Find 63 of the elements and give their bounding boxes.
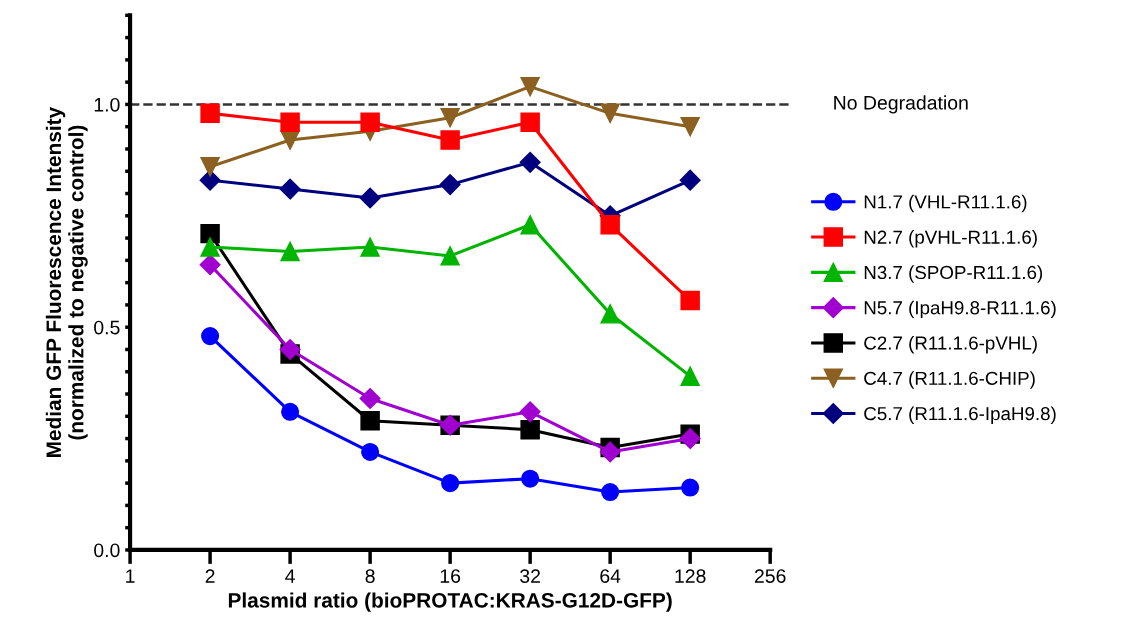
- point: [200, 157, 220, 177]
- point: [279, 178, 301, 200]
- point: [440, 246, 460, 266]
- point: [679, 169, 701, 191]
- point: [520, 112, 540, 132]
- point: [600, 304, 620, 324]
- legend-label: N3.7 (SPOP-R11.1.6): [864, 265, 1043, 283]
- point: [201, 327, 220, 346]
- x-tick-label: 4: [285, 569, 295, 583]
- point: [679, 428, 701, 450]
- x-axis-title: Plasmid ratio (bioPROTAC:KRAS-G12D-GFP): [228, 592, 672, 612]
- legend-label: C5.7 (R11.1.6-IpaH9.8): [864, 406, 1056, 424]
- point: [360, 237, 380, 257]
- point: [680, 366, 700, 386]
- point: [279, 338, 301, 360]
- point: [599, 441, 621, 463]
- point: [360, 112, 380, 132]
- point: [280, 112, 300, 132]
- point: [681, 478, 700, 497]
- point: [680, 116, 700, 137]
- legend-label: C4.7 (R11.1.6-CHIP): [864, 371, 1035, 389]
- y-tick-label: 0.0: [94, 543, 120, 558]
- legend-label: C2.7 (R11.1.6-pVHL): [864, 335, 1037, 354]
- point: [200, 103, 220, 124]
- y-tick-label: 1.0: [94, 97, 120, 112]
- x-tick-label: 32: [520, 569, 540, 583]
- point: [439, 174, 461, 196]
- legend-label: N5.7 (IpaH9.8-R11.1.6): [864, 300, 1056, 319]
- point: [520, 419, 540, 440]
- y-axis-title: Median GFP Fluorescence Intensity (normalized to negative control): [45, 106, 88, 458]
- point: [440, 108, 460, 128]
- point: [600, 103, 620, 124]
- point: [680, 290, 700, 311]
- y-tick-label: 0.5: [94, 320, 120, 335]
- point: [600, 214, 620, 235]
- point: [520, 214, 540, 235]
- point: [281, 402, 300, 421]
- legend-label: N2.7 (pVHL-R11.1.6): [864, 230, 1037, 248]
- point: [359, 187, 381, 209]
- point: [521, 469, 540, 488]
- x-tick-label: 2: [205, 569, 215, 583]
- x-tick-label: 1: [126, 569, 135, 583]
- point: [360, 411, 380, 431]
- point: [441, 474, 460, 493]
- point: [200, 237, 220, 257]
- ref-line-label: No Degradation: [834, 95, 968, 114]
- x-tick-label: 8: [365, 569, 375, 583]
- point: [199, 169, 221, 191]
- point: [361, 442, 380, 461]
- x-tick-label: 16: [440, 569, 461, 583]
- legend-label: N1.7 (VHL-R11.1.6): [864, 194, 1027, 213]
- x-tick-label: 128: [675, 569, 706, 583]
- point: [520, 76, 540, 97]
- point: [519, 401, 541, 423]
- point: [440, 130, 460, 150]
- point: [519, 151, 541, 173]
- point: [601, 483, 620, 502]
- point: [280, 241, 300, 262]
- x-tick-label: 256: [754, 569, 786, 583]
- point: [200, 223, 220, 244]
- x-tick-label: 64: [600, 569, 621, 583]
- point: [359, 387, 381, 409]
- point: [199, 254, 221, 276]
